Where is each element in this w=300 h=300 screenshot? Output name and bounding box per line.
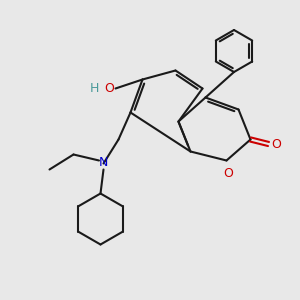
Text: O: O <box>104 82 114 95</box>
Text: N: N <box>99 155 108 169</box>
Text: O: O <box>223 167 233 180</box>
Text: O: O <box>272 137 281 151</box>
Text: H: H <box>90 82 99 95</box>
